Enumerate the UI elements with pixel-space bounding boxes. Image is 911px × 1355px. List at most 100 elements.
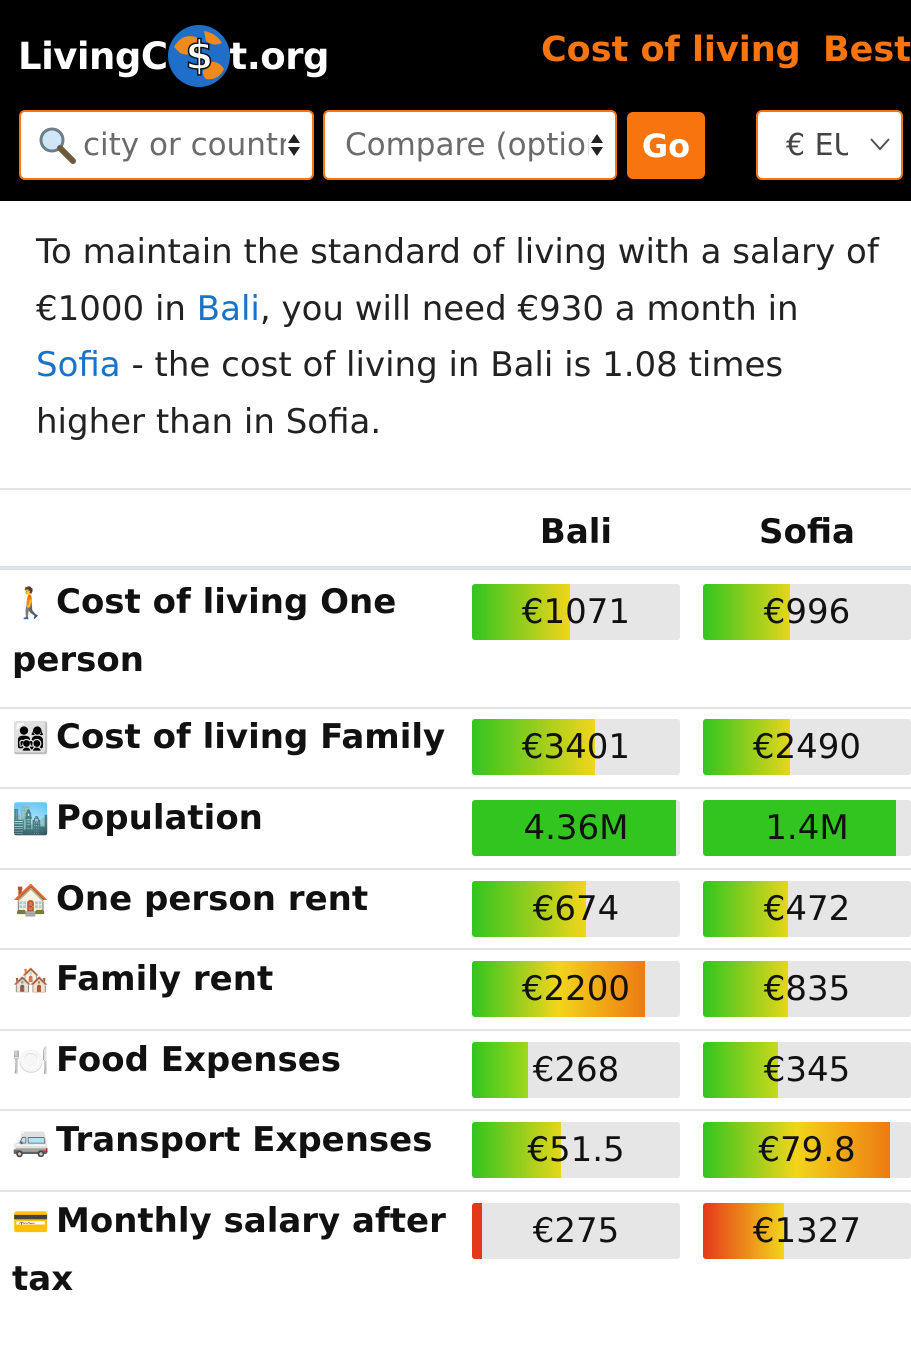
value-bar-city2: €2490 bbox=[703, 719, 911, 775]
value-bar-city1: €1071 bbox=[472, 584, 680, 640]
value-bar-city2: €345 bbox=[703, 1042, 911, 1098]
row-label-text: Population bbox=[56, 798, 263, 838]
city-search-select[interactable]: city or country bbox=[19, 110, 314, 180]
value-text: €674 bbox=[532, 889, 620, 929]
row-label[interactable]: 🚶 Cost of living One person bbox=[12, 574, 452, 689]
value-bar-city2: €835 bbox=[703, 961, 911, 1017]
value-text: €268 bbox=[532, 1050, 620, 1090]
sort-arrows-icon bbox=[288, 134, 300, 156]
summary-text-1: To maintain the standard of living with … bbox=[36, 232, 879, 329]
value-bar-fill bbox=[472, 719, 595, 775]
row-label[interactable]: 🏙️ Population bbox=[12, 790, 452, 848]
value-bar-fill bbox=[472, 800, 676, 856]
table-row: 🍽️ Food Expenses €268 €345 bbox=[0, 1031, 911, 1111]
site-header: LivingC $ t.org Cost of living Best city… bbox=[0, 0, 911, 201]
row-label-text: One person rent bbox=[56, 879, 369, 919]
value-bar-fill bbox=[472, 584, 570, 640]
value-bar-fill bbox=[703, 584, 791, 640]
summary-text-3: - the cost of living in Bali is 1.08 tim… bbox=[36, 345, 784, 442]
value-bar-city1: 4.36M bbox=[472, 800, 680, 856]
row-icon: 🚶 bbox=[12, 586, 50, 621]
nav-cost-of-living[interactable]: Cost of living bbox=[541, 30, 801, 70]
column-header-city1[interactable]: Bali bbox=[539, 512, 613, 552]
value-text: €2490 bbox=[752, 727, 862, 767]
value-text: €3401 bbox=[521, 727, 631, 767]
row-label[interactable]: 🏘️ Family rent bbox=[12, 951, 452, 1009]
row-label[interactable]: 🍽️ Food Expenses bbox=[12, 1032, 452, 1090]
city-search-placeholder: city or country bbox=[83, 127, 286, 163]
value-text: €1327 bbox=[752, 1211, 862, 1251]
value-text: €835 bbox=[763, 969, 851, 1009]
logo-text-left: LivingC bbox=[18, 34, 168, 78]
value-bar-city1: €51.5 bbox=[472, 1122, 680, 1178]
value-bar-fill bbox=[703, 800, 897, 856]
value-bar-fill bbox=[472, 961, 645, 1017]
table-row: 🏙️ Population 4.36M 1.4M bbox=[0, 789, 911, 870]
value-bar-city2: €79.8 bbox=[703, 1122, 911, 1178]
value-text: €472 bbox=[763, 889, 851, 929]
table-row: 🏘️ Family rent €2200 €835 bbox=[0, 950, 911, 1031]
row-label[interactable]: 👨‍👩‍👧‍👦 Cost of living Family bbox=[12, 709, 452, 767]
comparison-table-header: Bali Sofia bbox=[0, 488, 911, 570]
table-row: 🚐 Transport Expenses €51.5 €79.8 bbox=[0, 1111, 911, 1192]
value-text: €345 bbox=[763, 1050, 851, 1090]
chevron-down-icon bbox=[870, 138, 890, 151]
search-icon bbox=[39, 127, 76, 164]
comparison-summary: To maintain the standard of living with … bbox=[36, 224, 886, 450]
value-bar-fill bbox=[703, 1203, 785, 1259]
row-label[interactable]: 🏠 One person rent bbox=[12, 871, 452, 929]
row-icon: 💳 bbox=[12, 1205, 50, 1240]
row-icon: 🚐 bbox=[12, 1124, 50, 1159]
value-bar-city1: €2200 bbox=[472, 961, 680, 1017]
row-icon: 👨‍👩‍👧‍👦 bbox=[12, 721, 50, 756]
value-bar-fill bbox=[703, 1042, 778, 1098]
table-row: 👨‍👩‍👧‍👦 Cost of living Family €3401 €2490 bbox=[0, 709, 911, 789]
site-logo[interactable]: LivingC $ t.org bbox=[18, 24, 329, 88]
row-label-text: Transport Expenses bbox=[56, 1120, 433, 1160]
column-header-city2[interactable]: Sofia bbox=[759, 512, 855, 552]
value-bar-fill bbox=[472, 1203, 483, 1259]
value-text: €79.8 bbox=[758, 1130, 856, 1170]
go-button[interactable]: Go bbox=[627, 112, 705, 179]
value-bar-city2: 1.4M bbox=[703, 800, 911, 856]
currency-value: € EUR bbox=[786, 127, 848, 163]
svg-text:$: $ bbox=[185, 33, 212, 79]
value-bar-fill bbox=[703, 881, 789, 937]
row-icon: 🏘️ bbox=[12, 963, 50, 998]
city2-link[interactable]: Sofia bbox=[36, 345, 121, 385]
value-text: €51.5 bbox=[527, 1130, 625, 1170]
globe-dollar-icon: $ bbox=[167, 25, 230, 87]
value-bar-city2: €996 bbox=[703, 584, 911, 640]
value-bar-city1: €3401 bbox=[472, 719, 680, 775]
compare-placeholder: Compare (optional) bbox=[345, 127, 589, 163]
table-row: 🚶 Cost of living One person €1071 €996 bbox=[0, 572, 911, 709]
row-label-text: Cost of living One person bbox=[12, 582, 397, 680]
value-bar-fill bbox=[472, 1122, 562, 1178]
value-bar-fill bbox=[703, 961, 789, 1017]
summary-text-2: , you will need €930 a month in bbox=[259, 288, 799, 329]
compare-select[interactable]: Compare (optional) bbox=[323, 110, 617, 180]
row-label[interactable]: 💳 Monthly salary after tax bbox=[12, 1193, 452, 1308]
value-text: 1.4M bbox=[765, 808, 849, 848]
row-icon: 🍽️ bbox=[12, 1044, 50, 1079]
value-bar-city2: €472 bbox=[703, 881, 911, 937]
value-text: €275 bbox=[532, 1211, 620, 1251]
row-label[interactable]: 🚐 Transport Expenses bbox=[12, 1112, 452, 1170]
value-text: 4.36M bbox=[523, 808, 629, 848]
value-bar-city2: €1327 bbox=[703, 1203, 911, 1259]
value-text: €996 bbox=[763, 592, 851, 632]
value-text: €1071 bbox=[521, 592, 631, 632]
city1-link[interactable]: Bali bbox=[196, 288, 260, 329]
currency-select[interactable]: € EUR bbox=[756, 110, 903, 180]
value-bar-fill bbox=[472, 881, 587, 937]
value-bar-city1: €275 bbox=[472, 1203, 680, 1259]
value-bar-city1: €268 bbox=[472, 1042, 680, 1098]
table-row: 💳 Monthly salary after tax €275 €1327 bbox=[0, 1192, 911, 1322]
logo-text-right: t.org bbox=[229, 34, 330, 78]
value-bar-fill bbox=[703, 1122, 891, 1178]
nav-best[interactable]: Best bbox=[823, 30, 911, 70]
row-icon: 🏠 bbox=[12, 883, 50, 918]
row-label-text: Food Expenses bbox=[56, 1040, 342, 1080]
value-bar-fill bbox=[703, 719, 791, 775]
value-text: €2200 bbox=[521, 969, 631, 1009]
